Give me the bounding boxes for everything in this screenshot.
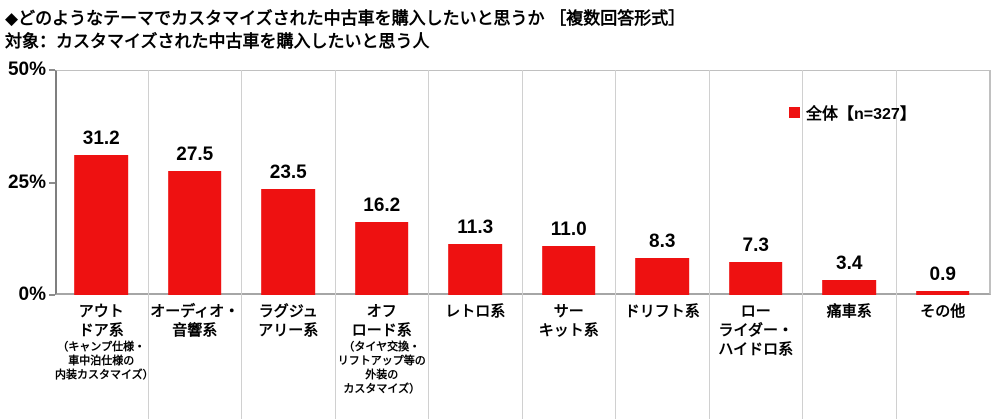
category-sublabel-line: 外装の — [365, 369, 399, 381]
bar-value-label: 27.5 — [176, 144, 214, 166]
slot-plot-region: 11.0 — [523, 70, 616, 295]
bar-value-label: 8.3 — [649, 230, 676, 252]
category-label-line: ドア系 — [78, 322, 124, 339]
category-slot: 8.3 ドリフト系 — [615, 70, 709, 419]
category-slot: 23.5 ラグジュアリー系 — [241, 70, 335, 419]
category-label-line: ラグジュ — [258, 303, 318, 320]
bar — [728, 262, 783, 295]
category-label-line: ライダー・ — [718, 322, 793, 339]
category-slot: 0.9 その他 — [895, 70, 990, 419]
category-sublabel-line: 内装カスタマイズ） — [55, 369, 154, 381]
category-label-line: ロー — [740, 303, 771, 320]
chart-title: ◆どのようなテーマでカスタマイズされた中古車を購入したいと思うか ［複数回答形式… — [5, 9, 686, 28]
chart-target-subtitle: 対象：カスタマイズされた中古車を購入したいと思う人 — [5, 32, 430, 51]
category-label: 痛車系 — [803, 295, 896, 321]
bar — [74, 154, 129, 295]
bar-value-label: 11.3 — [457, 217, 494, 239]
slot-plot-region: 16.2 — [336, 70, 429, 295]
category-sublabel-line: カスタマイズ） — [343, 383, 421, 395]
category-slot: 16.2 オフロード系 （タイヤ交換・ リフトアップ等の 外装のカスタマイズ） — [334, 70, 429, 419]
category-label-line: ロード系 — [351, 322, 412, 339]
category-label-line: アウト — [78, 303, 124, 320]
bar-value-label: 31.2 — [82, 127, 120, 149]
bar-value-label: 11.0 — [550, 218, 587, 240]
category-label: レトロ系 — [429, 295, 522, 321]
category-label: ラグジュ アリー系 — [242, 295, 335, 340]
category-label: オフロード系 （タイヤ交換・ リフトアップ等の 外装のカスタマイズ） — [336, 295, 429, 396]
category-label-line: アリー系 — [258, 322, 319, 339]
bar-value-label: 7.3 — [742, 235, 769, 257]
category-label-line: オーディオ・ — [150, 303, 240, 320]
bar-value-label: 0.9 — [929, 263, 956, 285]
category-label-line: レトロ系 — [445, 303, 506, 320]
slot-plot-region: 27.5 — [149, 70, 242, 295]
slot-plot-region: 7.3 — [710, 70, 803, 295]
bar — [822, 279, 877, 295]
category-sublabel-line: 車中泊仕様の — [68, 355, 135, 367]
category-label-line: その他 — [920, 303, 966, 320]
y-axis: 50% 25% 0% — [0, 59, 48, 305]
category-label-line: サー — [553, 303, 584, 320]
category-label-line: 痛車系 — [826, 303, 872, 320]
bar — [541, 245, 596, 295]
bar-value-label: 16.2 — [363, 195, 401, 217]
category-slot: 11.0 サーキット系 — [521, 70, 616, 419]
category-slot: 31.2 アウトドア系 （キャンプ仕様・ 車中泊仕様の内装カスタマイズ） — [55, 70, 154, 419]
category-label-line: オフ — [366, 303, 397, 320]
slot-plot-region: 3.4 — [803, 70, 896, 295]
legend-square-marker-icon — [789, 106, 800, 118]
category-sublabel-line: リフトアップ等の — [337, 355, 426, 367]
category-label-line: 音響系 — [172, 322, 218, 339]
category-label-line: ハイドロ系 — [718, 341, 794, 358]
bar-value-label: 23.5 — [269, 162, 307, 184]
slot-plot-region: 0.9 — [897, 70, 990, 295]
category-label: その他 — [897, 295, 990, 321]
slot-plot-region: 11.3 — [429, 70, 522, 295]
slot-plot-region: 31.2 — [55, 70, 148, 295]
category-label: アウトドア系 （キャンプ仕様・ 車中泊仕様の内装カスタマイズ） — [55, 295, 154, 382]
category-label: ドリフト系 — [616, 295, 709, 321]
bar-value-label: 3.4 — [836, 252, 863, 274]
category-slot: 7.3 ローライダー・ハイドロ系 — [708, 70, 803, 419]
y-tick-mark — [49, 181, 55, 184]
legend: 全体【n=327】 — [789, 100, 916, 124]
bar — [261, 189, 316, 295]
category-label: サー キット系 — [523, 295, 616, 340]
bar — [167, 171, 222, 295]
y-tick-label: 50% — [7, 59, 46, 80]
category-label: オーディオ・ 音響系 — [149, 295, 242, 340]
y-tick-mark — [49, 69, 55, 71]
bar — [915, 290, 970, 295]
category-slots: 31.2 アウトドア系 （キャンプ仕様・ 車中泊仕様の内装カスタマイズ） 27.5 オーデ… — [55, 70, 989, 419]
y-tick-label: 0% — [18, 284, 46, 305]
slot-plot-region: 23.5 — [242, 70, 335, 295]
category-slot: 3.4 痛車系 — [802, 70, 896, 419]
category-sublabel-line: （タイヤ交換・ — [343, 341, 421, 353]
legend-label: 全体【n=327】 — [806, 106, 916, 123]
y-tick-label: 25% — [7, 171, 46, 193]
plot-area — [55, 70, 991, 295]
bar — [635, 257, 690, 295]
slot-plot-region: 8.3 — [616, 70, 709, 295]
y-tick-mark — [49, 294, 55, 296]
category-slot: 27.5 オーディオ・ 音響系 — [147, 70, 242, 419]
category-label: ローライダー・ハイドロ系 — [710, 295, 803, 359]
category-label-line: ドリフト系 — [624, 303, 700, 320]
category-label-line: キット系 — [538, 322, 599, 339]
category-sublabel-line: （キャンプ仕様・ — [57, 341, 146, 353]
category-slot: 11.3 レトロ系 — [428, 70, 522, 419]
bar — [354, 222, 409, 295]
bar — [448, 244, 503, 295]
